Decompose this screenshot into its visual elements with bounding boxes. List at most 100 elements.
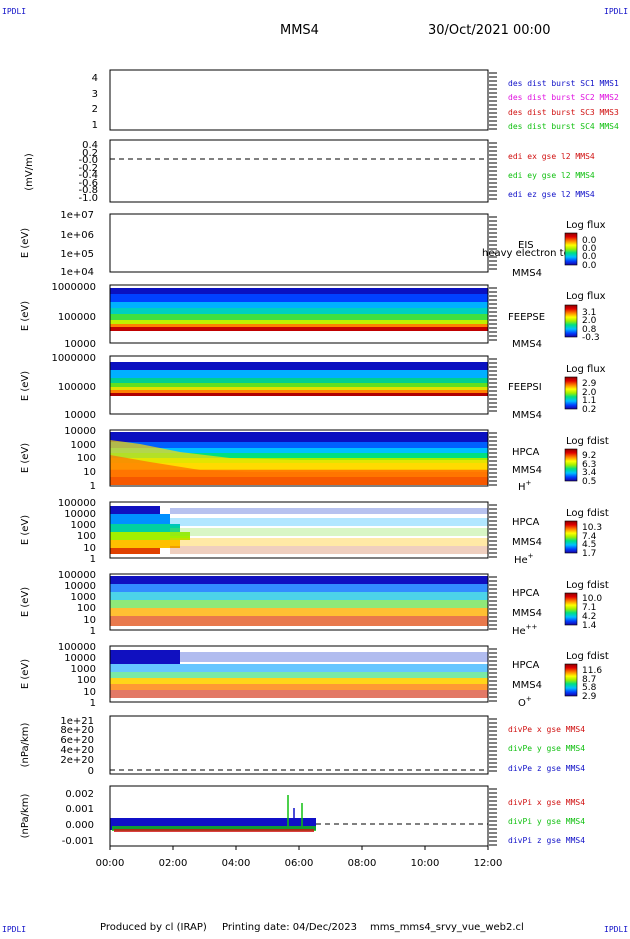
time-tick-label: 00:00 [96, 858, 125, 869]
colorbar-label: 7.1 [582, 603, 596, 613]
y-axis-label: E (eV) [20, 659, 31, 689]
species-charge: + [526, 479, 532, 487]
tick-label: 0.000 [65, 820, 94, 831]
time-tick-label: 04:00 [222, 858, 251, 869]
legend-entry: des dist burst SC4 MMS4 [508, 122, 619, 131]
instrument-label: HPCA [512, 660, 540, 671]
time-tick-label: 10:00 [411, 858, 440, 869]
spectrogram-band [110, 616, 488, 626]
colorbar [564, 520, 578, 554]
spectrogram-band [110, 684, 488, 690]
tick-label: -0.6 [78, 178, 98, 189]
colorbar-label: 4.2 [582, 612, 596, 622]
instrument-label: FEEPSI [508, 382, 542, 393]
corner-label-top-right: IPDLI [604, 7, 628, 16]
colorbar-label: 3.4 [582, 468, 597, 478]
tick-label: -0.4 [78, 170, 98, 181]
colorbar-label: 0.2 [582, 405, 596, 415]
tick-label: 1000000 [51, 282, 96, 293]
colorbar-label: 1.7 [582, 549, 596, 559]
spectrogram-band [110, 390, 488, 393]
colorbar [564, 232, 578, 266]
colorbar [564, 376, 578, 410]
tick-label: 0.001 [65, 804, 94, 815]
spectrogram-band [110, 432, 488, 442]
species-label: He++ [512, 623, 538, 637]
time-tick-label: 02:00 [159, 858, 188, 869]
colorbar-label: 1.4 [582, 621, 597, 631]
tick-label: 1e+06 [60, 230, 94, 241]
colorbar [564, 448, 578, 482]
legend-entry: des dist burst SC2 MMS2 [508, 93, 619, 102]
panel-eis: E (eV) 1e+07 1e+06 1e+05 1e+04 EIS heavy… [20, 210, 606, 279]
tick-label: 4 [92, 73, 98, 84]
overlay-text: heavy electron to [482, 248, 570, 259]
plot-frame [109, 501, 489, 559]
tick-label: -1.0 [78, 193, 98, 204]
spectrogram-band [110, 324, 488, 327]
plot-frame [109, 213, 489, 273]
spectrogram-band [170, 508, 488, 514]
legend-entry: edi ez gse l2 MMS4 [508, 190, 595, 199]
colorbar-label: 10.0 [582, 594, 602, 604]
colorbar-label: 2.9 [582, 692, 597, 702]
legend-entry: divPe z gse MMS4 [508, 764, 585, 773]
plot-frame [109, 69, 489, 131]
tick-label: -0.2 [78, 163, 98, 174]
colorbar [564, 663, 578, 697]
footer-produced-by: Produced by cl (IRAP) [100, 922, 207, 933]
legend-entry: divPi x gse MMS4 [508, 798, 585, 807]
panel-hpca-o: E (eV) 100000 10000 1000 100 10 1 HPCA M… [20, 642, 609, 709]
tick-label: 10000 [64, 410, 96, 421]
colorbar-label: 5.8 [582, 683, 597, 693]
tick-label: 1000 [71, 592, 96, 603]
panel-feeps-e: E (eV) 1000000 100000 10000 FEEPSE MMS4 … [20, 282, 606, 350]
tick-label: 100000 [58, 642, 96, 653]
spectrogram-band [110, 548, 160, 554]
colorbar-label: 0.0 [582, 252, 597, 262]
tick-label: 6e+20 [60, 735, 94, 746]
spectrogram-band [180, 652, 488, 662]
spectrogram-feature [110, 440, 488, 470]
tick-label: 100 [77, 603, 96, 614]
instrument-label: EIS [518, 240, 534, 251]
colorbar-label: 0.0 [582, 261, 597, 271]
divpi-series [110, 795, 316, 832]
panel-hpca-h: E (eV) 10000 1000 100 10 1 HPCA MMS4 H+ … [20, 426, 609, 493]
y-axis-label: E (eV) [20, 301, 31, 331]
tick-label: 100000 [58, 570, 96, 581]
spectrogram-band [110, 393, 488, 396]
plot-frame [109, 715, 489, 775]
corner-label-bottom-left: IPDLI [2, 925, 26, 934]
spectrogram-band [170, 538, 488, 546]
spectrogram-band [110, 288, 488, 294]
panel-hpca-he2: E (eV) 100000 10000 1000 100 10 1 HPCA M… [20, 570, 609, 637]
corner-label-top-left: IPDLI [2, 7, 26, 16]
tick-label: 1e+21 [60, 716, 94, 727]
spectrogram-band [110, 540, 180, 548]
tick-label: 1e+04 [60, 267, 94, 278]
plot-frame [109, 785, 489, 847]
y-axis-label: E (eV) [20, 228, 31, 258]
tick-label: 10 [83, 467, 96, 478]
colorbar-title: Log flux [566, 291, 606, 302]
colorbar-label: 8.7 [582, 675, 596, 685]
tick-label: 1 [92, 120, 98, 131]
y-axis-label: E (eV) [20, 515, 31, 545]
spectrogram-band [110, 314, 488, 320]
legend-entry: divPe y gse MMS4 [508, 744, 585, 753]
tick-label: 2 [92, 104, 98, 115]
datetime-title: 30/Oct/2021 00:00 [428, 23, 550, 38]
tick-label: 10000 [64, 509, 96, 520]
time-tick-label: 08:00 [348, 858, 377, 869]
spectrogram-band [110, 592, 488, 600]
spectrogram-band [110, 650, 180, 664]
tick-label: 1000 [71, 440, 96, 451]
spectrogram-band [170, 528, 488, 536]
spacecraft-title: MMS4 [280, 23, 319, 38]
spacecraft-label: MMS4 [512, 465, 542, 476]
tick-label: 10 [83, 615, 96, 626]
spectrogram-band [110, 308, 488, 314]
legend-entry: des dist burst SC3 MMS3 [508, 108, 619, 117]
instrument-label: HPCA [512, 517, 540, 528]
